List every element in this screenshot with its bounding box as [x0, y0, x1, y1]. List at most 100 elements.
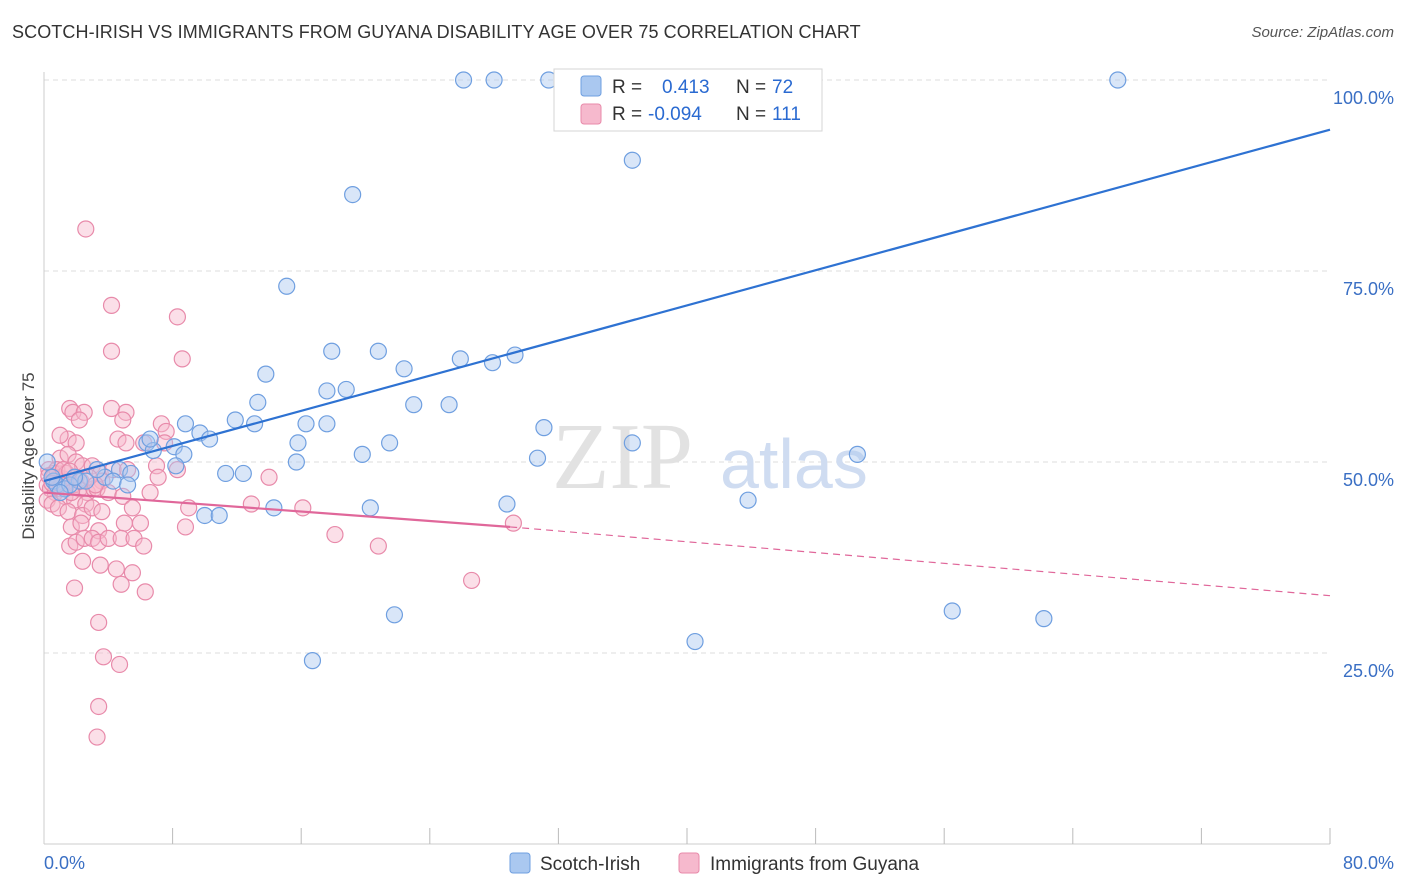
data-point-scotch-irish[interactable]: [361, 499, 379, 517]
data-point-guyana[interactable]: [149, 468, 167, 486]
data-point-scotch-irish[interactable]: [440, 396, 458, 414]
legend-swatch-pink: [580, 103, 602, 125]
data-point-scotch-irish[interactable]: [739, 491, 757, 509]
data-point-guyana[interactable]: [242, 495, 260, 513]
data-point-scotch-irish[interactable]: [257, 365, 275, 383]
data-point-scotch-irish[interactable]: [848, 445, 866, 463]
data-point-guyana[interactable]: [326, 525, 344, 544]
data-point-scotch-irish[interactable]: [337, 380, 355, 399]
data-point-guyana[interactable]: [110, 655, 129, 674]
data-point-scotch-irish[interactable]: [176, 415, 195, 433]
data-point-guyana[interactable]: [62, 518, 80, 536]
data-point-guyana[interactable]: [112, 575, 130, 593]
data-point-guyana[interactable]: [93, 503, 111, 521]
data-point-guyana[interactable]: [90, 533, 108, 551]
data-point-scotch-irish[interactable]: [528, 449, 547, 467]
data-point-scotch-irish[interactable]: [623, 434, 641, 452]
data-point-scotch-irish[interactable]: [395, 360, 413, 378]
data-point-guyana[interactable]: [83, 499, 101, 517]
data-point-guyana[interactable]: [123, 499, 142, 517]
data-point-guyana[interactable]: [107, 560, 125, 578]
data-point-scotch-irish[interactable]: [454, 71, 473, 89]
data-point-guyana[interactable]: [90, 613, 108, 632]
data-point-scotch-irish[interactable]: [686, 632, 704, 651]
data-point-scotch-irish[interactable]: [104, 472, 122, 490]
data-point-scotch-irish[interactable]: [318, 382, 336, 400]
data-point-guyana[interactable]: [115, 514, 133, 532]
data-point-scotch-irish[interactable]: [451, 350, 469, 368]
data-point-scotch-irish[interactable]: [623, 151, 641, 169]
data-point-scotch-irish[interactable]: [498, 495, 516, 513]
data-point-scotch-irish[interactable]: [287, 453, 305, 471]
data-point-scotch-irish[interactable]: [485, 71, 503, 89]
data-point-guyana[interactable]: [72, 514, 90, 532]
legend-r-value-1: 0.413: [662, 77, 710, 98]
data-point-scotch-irish[interactable]: [943, 602, 961, 620]
data-point-scotch-irish[interactable]: [118, 476, 137, 494]
data-point-scotch-irish[interactable]: [385, 606, 404, 624]
data-point-scotch-irish[interactable]: [405, 396, 423, 414]
data-point-guyana[interactable]: [173, 350, 191, 368]
data-point-guyana[interactable]: [70, 411, 88, 429]
data-point-guyana[interactable]: [73, 552, 92, 570]
data-point-guyana[interactable]: [59, 430, 77, 448]
data-point-scotch-irish[interactable]: [77, 472, 95, 490]
data-point-guyana[interactable]: [90, 697, 108, 716]
data-point-scotch-irish[interactable]: [38, 453, 56, 471]
data-point-scotch-irish[interactable]: [535, 419, 553, 437]
data-point-guyana[interactable]: [462, 571, 481, 590]
data-point-guyana[interactable]: [176, 518, 195, 536]
data-point-scotch-irish[interactable]: [226, 411, 244, 429]
legend-item-guyana[interactable]: Immigrants from Guyana: [710, 854, 919, 875]
data-point-guyana[interactable]: [102, 296, 121, 314]
data-point-scotch-irish[interactable]: [210, 506, 228, 525]
data-point-guyana[interactable]: [369, 537, 387, 555]
legend-item-guyana-swatch[interactable]: [678, 852, 700, 874]
data-point-guyana[interactable]: [51, 426, 69, 444]
data-point-guyana[interactable]: [136, 583, 154, 601]
data-point-scotch-irish[interactable]: [303, 652, 322, 670]
data-point-guyana[interactable]: [260, 468, 278, 486]
data-point-guyana[interactable]: [102, 342, 121, 360]
data-point-scotch-irish[interactable]: [369, 342, 387, 360]
data-point-guyana[interactable]: [135, 537, 153, 555]
data-point-scotch-irish[interactable]: [1109, 71, 1127, 89]
data-point-guyana[interactable]: [294, 499, 312, 517]
data-point-guyana[interactable]: [88, 728, 106, 746]
data-point-scotch-irish[interactable]: [289, 434, 307, 452]
data-point-guyana[interactable]: [99, 529, 117, 548]
legend-item-scotch-irish[interactable]: Scotch-Irish: [540, 854, 640, 875]
data-point-guyana[interactable]: [168, 308, 187, 326]
data-point-scotch-irish[interactable]: [141, 430, 159, 448]
data-point-guyana[interactable]: [131, 514, 150, 532]
data-point-scotch-irish[interactable]: [167, 457, 185, 475]
data-point-guyana[interactable]: [114, 411, 132, 429]
data-point-scotch-irish[interactable]: [249, 393, 267, 412]
data-point-scotch-irish[interactable]: [217, 464, 235, 483]
data-point-guyana[interactable]: [91, 556, 109, 574]
data-point-guyana[interactable]: [117, 434, 135, 452]
data-point-scotch-irish[interactable]: [278, 277, 296, 295]
data-point-guyana[interactable]: [59, 503, 77, 521]
data-point-scotch-irish[interactable]: [381, 434, 399, 452]
data-point-guyana[interactable]: [77, 220, 95, 238]
data-point-scotch-irish[interactable]: [318, 415, 336, 433]
data-point-guyana[interactable]: [123, 564, 142, 582]
data-point-scotch-irish[interactable]: [265, 499, 283, 517]
data-point-scotch-irish[interactable]: [353, 445, 371, 463]
data-point-scotch-irish[interactable]: [297, 415, 315, 433]
data-point-guyana[interactable]: [94, 648, 113, 666]
y-tick-label: 75.0%: [1343, 279, 1394, 299]
data-point-guyana[interactable]: [65, 579, 84, 597]
legend-item-scotch-irish-swatch[interactable]: [509, 852, 531, 874]
data-point-scotch-irish[interactable]: [344, 186, 362, 204]
data-point-guyana[interactable]: [67, 533, 85, 551]
data-point-scotch-irish[interactable]: [1035, 610, 1053, 628]
data-point-guyana[interactable]: [112, 529, 130, 548]
data-point-scotch-irish[interactable]: [196, 506, 214, 525]
data-point-guyana[interactable]: [504, 514, 522, 532]
data-point-scotch-irish[interactable]: [234, 464, 252, 483]
data-point-guyana[interactable]: [109, 430, 127, 448]
data-point-scotch-irish[interactable]: [323, 342, 341, 360]
data-point-guyana[interactable]: [141, 483, 159, 502]
